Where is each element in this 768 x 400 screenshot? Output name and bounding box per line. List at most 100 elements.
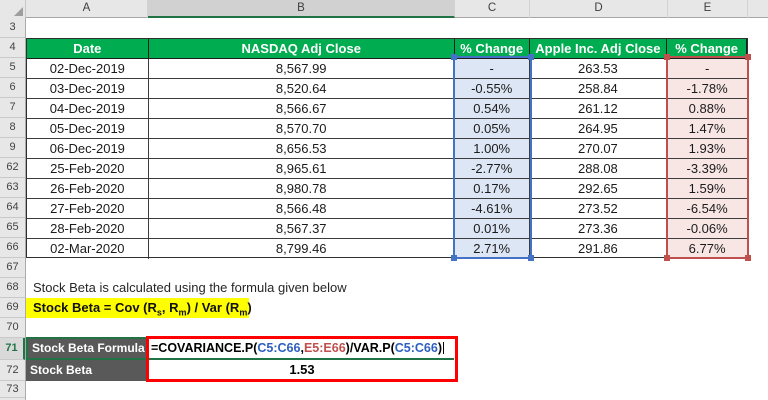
- cell-nasdaq-close[interactable]: 8,656.53: [148, 139, 455, 159]
- cell-nasdaq-close[interactable]: 8,567.99: [148, 59, 455, 79]
- cell-apple-change[interactable]: -0.06%: [667, 219, 747, 239]
- row-header-68[interactable]: 68: [0, 278, 25, 298]
- cell-nasdaq-change[interactable]: -: [454, 59, 530, 79]
- cell-apple-close[interactable]: 292.65: [529, 179, 668, 199]
- cell-nasdaq-close[interactable]: 8,980.78: [148, 179, 455, 199]
- row-header-65[interactable]: 65: [0, 218, 25, 238]
- cell-apple-change[interactable]: 1.59%: [667, 179, 747, 199]
- select-all-corner[interactable]: [0, 0, 26, 18]
- cell-apple-change[interactable]: 1.93%: [667, 139, 747, 159]
- row-header-4[interactable]: 4: [0, 38, 25, 58]
- row-header-9[interactable]: 9: [0, 138, 25, 158]
- column-header-c[interactable]: C: [455, 0, 530, 18]
- cell-date[interactable]: 28-Feb-2020: [27, 219, 149, 239]
- row-header-72[interactable]: 72: [0, 360, 25, 381]
- table-row: 28-Feb-2020 8,567.37 0.01% 273.36 -0.06%: [27, 219, 747, 239]
- row-header-63[interactable]: 63: [0, 178, 25, 198]
- formula-range-ref-blue: C5:C66: [394, 341, 438, 355]
- row-header-67[interactable]: 67: [0, 258, 25, 278]
- stock-beta-label-cell[interactable]: Stock Beta: [26, 360, 149, 381]
- cell-apple-change[interactable]: 1.47%: [667, 119, 747, 139]
- cell-nasdaq-close[interactable]: 8,799.46: [149, 239, 455, 259]
- cell-date[interactable]: 02-Mar-2020: [27, 239, 149, 259]
- formula-text: ,: [300, 341, 304, 355]
- formula-text: )/VAR.P(: [345, 341, 395, 355]
- row-header-8[interactable]: 8: [0, 118, 25, 138]
- cell-nasdaq-close[interactable]: 8,965.61: [148, 159, 455, 179]
- cell-nasdaq-close[interactable]: 8,570.70: [148, 119, 455, 139]
- cell-nasdaq-change[interactable]: -4.61%: [454, 199, 530, 219]
- cell-apple-close[interactable]: 291.86: [530, 239, 668, 259]
- cell-nasdaq-change[interactable]: -0.55%: [454, 79, 530, 99]
- cell-date[interactable]: 26-Feb-2020: [27, 179, 149, 199]
- table-row: 25-Feb-2020 8,965.61 -2.77% 288.08 -3.39…: [27, 159, 747, 179]
- cell-date[interactable]: 25-Feb-2020: [27, 159, 149, 179]
- cell-nasdaq-change[interactable]: 0.05%: [454, 119, 530, 139]
- row-header-3[interactable]: 3: [0, 18, 25, 38]
- header-apple-adj-close[interactable]: Apple Inc. Adj Close: [529, 39, 668, 59]
- beta-def-part: ): [247, 300, 252, 315]
- row-header-73[interactable]: 73: [0, 381, 25, 398]
- cell-nasdaq-change[interactable]: 0.17%: [454, 179, 530, 199]
- table-row: 27-Feb-2020 8,566.48 -4.61% 273.52 -6.54…: [27, 199, 747, 219]
- cell-date[interactable]: 03-Dec-2019: [27, 79, 149, 99]
- cell-apple-close[interactable]: 273.52: [529, 199, 668, 219]
- cell-nasdaq-change[interactable]: 0.54%: [454, 99, 530, 119]
- header-nasdaq-pct-change[interactable]: % Change: [454, 39, 530, 59]
- header-nasdaq-adj-close[interactable]: NASDAQ Adj Close: [148, 39, 455, 59]
- cell-nasdaq-change[interactable]: 0.01%: [454, 219, 530, 239]
- cell-date[interactable]: 04-Dec-2019: [27, 99, 149, 119]
- cell-nasdaq-close[interactable]: 8,567.37: [148, 219, 455, 239]
- cell-apple-close[interactable]: 273.36: [529, 219, 668, 239]
- cell-apple-close[interactable]: 270.07: [529, 139, 668, 159]
- cell-date[interactable]: 05-Dec-2019: [27, 119, 149, 139]
- stock-beta-formula-label-cell[interactable]: Stock Beta Formula: [26, 337, 149, 360]
- table-row: 05-Dec-2019 8,570.70 0.05% 264.95 1.47%: [27, 119, 747, 139]
- cell-nasdaq-close[interactable]: 8,566.67: [148, 99, 455, 119]
- column-header-f[interactable]: [748, 0, 768, 18]
- stock-beta-value-cell[interactable]: 1.53: [289, 362, 315, 377]
- cell-date[interactable]: 06-Dec-2019: [27, 139, 149, 159]
- row-header-71[interactable]: 71: [0, 338, 25, 360]
- cell-apple-change[interactable]: 6.77%: [667, 239, 747, 259]
- table-row: 06-Dec-2019 8,656.53 1.00% 270.07 1.93%: [27, 139, 747, 159]
- table-row: 02-Dec-2019 8,567.99 - 263.53 -: [27, 59, 747, 79]
- column-header-strip: A B C D E: [0, 0, 768, 18]
- cell-apple-close[interactable]: 263.53: [529, 59, 668, 79]
- table-row: 26-Feb-2020 8,980.78 0.17% 292.65 1.59%: [27, 179, 747, 199]
- cell-nasdaq-change[interactable]: -2.77%: [454, 159, 530, 179]
- cell-apple-close[interactable]: 261.12: [529, 99, 668, 119]
- formula-input-cell[interactable]: =COVARIANCE.P(C5:C66,E5:E66)/VAR.P(C5:C6…: [151, 339, 455, 358]
- row-header-62[interactable]: 62: [0, 158, 25, 178]
- column-header-d[interactable]: D: [530, 0, 668, 18]
- cell-apple-close[interactable]: 258.84: [529, 79, 668, 99]
- cell-date[interactable]: 27-Feb-2020: [27, 199, 149, 219]
- header-date[interactable]: Date: [27, 39, 149, 59]
- cell-apple-change[interactable]: -6.54%: [667, 199, 747, 219]
- row-header-66[interactable]: 66: [0, 238, 25, 258]
- cell-apple-close[interactable]: 264.95: [529, 119, 668, 139]
- cell-apple-change[interactable]: -3.39%: [667, 159, 747, 179]
- row-header-6[interactable]: 6: [0, 78, 25, 98]
- row-header-5[interactable]: 5: [0, 58, 25, 78]
- cell-nasdaq-change[interactable]: 2.71%: [454, 239, 530, 259]
- cell-nasdaq-change[interactable]: 1.00%: [454, 139, 530, 159]
- select-all-triangle-icon: [14, 7, 23, 16]
- cell-apple-change[interactable]: 0.88%: [667, 99, 747, 119]
- cell-apple-change[interactable]: -1.78%: [667, 79, 747, 99]
- column-header-e[interactable]: E: [668, 0, 748, 18]
- cell-date[interactable]: 02-Dec-2019: [27, 59, 149, 79]
- cell-apple-change[interactable]: -: [667, 59, 747, 79]
- header-apple-pct-change[interactable]: % Change: [667, 39, 747, 59]
- cell-nasdaq-close[interactable]: 8,520.64: [148, 79, 455, 99]
- row-header-strip: 3 4 5 6 7 8 9 62 63 64 65 66 67 68 69 70…: [0, 18, 26, 400]
- cell-apple-close[interactable]: 288.08: [529, 159, 668, 179]
- row-header-64[interactable]: 64: [0, 198, 25, 218]
- column-header-a[interactable]: A: [26, 0, 148, 18]
- row-header-70[interactable]: 70: [0, 318, 25, 338]
- cell-nasdaq-close[interactable]: 8,566.48: [148, 199, 455, 219]
- formula-text: ): [437, 341, 442, 355]
- column-header-b[interactable]: B: [148, 0, 455, 18]
- row-header-69[interactable]: 69: [0, 298, 25, 318]
- row-header-7[interactable]: 7: [0, 98, 25, 118]
